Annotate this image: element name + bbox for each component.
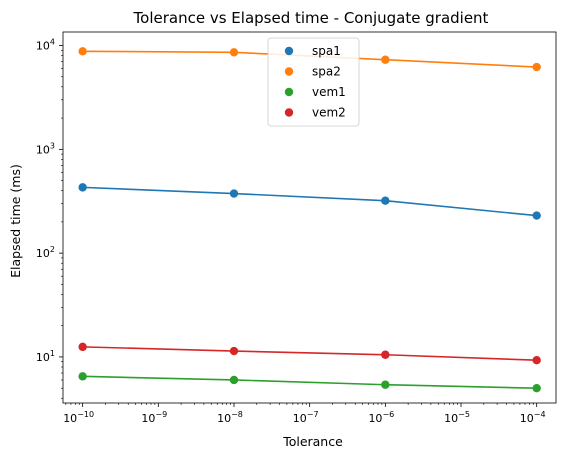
data-point-spa2 <box>381 55 390 64</box>
data-point-spa1 <box>78 183 87 192</box>
data-point-spa1 <box>532 211 541 220</box>
x-tick-exponent: −6 <box>382 410 394 419</box>
data-point-vem1 <box>78 372 87 381</box>
x-tick-exponent: −4 <box>534 410 546 419</box>
y-tick-label: 104 <box>36 38 55 53</box>
plot-area <box>78 47 541 393</box>
x-tick-exponent: −8 <box>231 410 243 419</box>
legend-marker-spa2 <box>284 67 294 76</box>
data-point-vem1 <box>381 380 390 389</box>
x-tick-label: 10−7 <box>293 410 319 425</box>
data-point-spa1 <box>381 196 390 205</box>
y-tick-exponent: 3 <box>50 141 55 150</box>
data-point-vem2 <box>532 356 541 365</box>
y-tick-label: 101 <box>36 349 55 364</box>
x-tick-exponent: −9 <box>155 410 167 419</box>
data-point-spa2 <box>532 62 541 72</box>
data-point-spa1 <box>229 189 239 198</box>
x-tick-label: 10−5 <box>444 410 470 425</box>
data-point-vem2 <box>78 342 87 352</box>
x-tick-base: 10 <box>444 412 458 425</box>
series-line-vem1 <box>82 375 537 389</box>
x-tick-label: 10−4 <box>520 410 546 425</box>
y-tick-base: 10 <box>36 247 50 260</box>
y-tick-base: 10 <box>36 143 50 156</box>
data-point-vem2 <box>229 346 239 356</box>
x-axis: 10−10 10−9 10−8 10−7 10−6 10−5 10−4 <box>63 403 546 425</box>
data-point-spa2 <box>229 48 239 57</box>
x-tick-base: 10 <box>217 412 231 425</box>
y-tick-label: 103 <box>36 141 55 156</box>
x-tick-label: 10−8 <box>217 410 243 425</box>
x-tick-exponent: −5 <box>458 410 470 419</box>
x-axis-label: Tolerance <box>282 434 343 449</box>
legend-label-vem1: vem1 <box>312 85 346 99</box>
y-tick-label: 102 <box>36 245 55 260</box>
x-tick-label: 10−6 <box>368 410 394 425</box>
y-tick-exponent: 1 <box>50 349 55 358</box>
data-point-vem1 <box>229 375 239 385</box>
y-tick-exponent: 4 <box>50 38 55 47</box>
x-tick-base: 10 <box>520 412 534 425</box>
legend-marker-spa1 <box>284 46 294 56</box>
x-tick-exponent: −7 <box>307 410 319 419</box>
x-tick-base: 10 <box>293 412 307 425</box>
x-tick-base: 10 <box>141 412 155 425</box>
series-line-vem2 <box>82 346 537 362</box>
chart-title: Tolerance vs Elapsed time - Conjugate gr… <box>133 9 489 27</box>
y-axis-label: Elapsed time (ms) <box>8 164 23 278</box>
data-point-vem1 <box>532 383 541 393</box>
x-tick-label: 10−9 <box>141 410 167 425</box>
series-line-spa1 <box>82 186 537 217</box>
data-point-spa2 <box>78 47 87 56</box>
x-tick-label: 10−10 <box>63 410 94 425</box>
legend-marker-vem2 <box>284 108 294 117</box>
x-tick-base: 10 <box>63 412 77 425</box>
legend-label-vem2: vem2 <box>312 106 346 120</box>
legend-marker-vem1 <box>284 87 294 97</box>
data-point-vem2 <box>381 350 390 359</box>
legend-box <box>267 37 360 127</box>
legend: spa1 spa2 vem1 vem2 <box>267 37 360 127</box>
y-tick-base: 10 <box>36 351 50 364</box>
y-tick-base: 10 <box>36 40 50 53</box>
x-tick-exponent: −10 <box>77 410 94 419</box>
legend-label-spa1: spa1 <box>312 44 341 58</box>
x-tick-base: 10 <box>368 412 382 425</box>
y-tick-exponent: 2 <box>50 245 55 254</box>
legend-label-spa2: spa2 <box>312 65 341 79</box>
